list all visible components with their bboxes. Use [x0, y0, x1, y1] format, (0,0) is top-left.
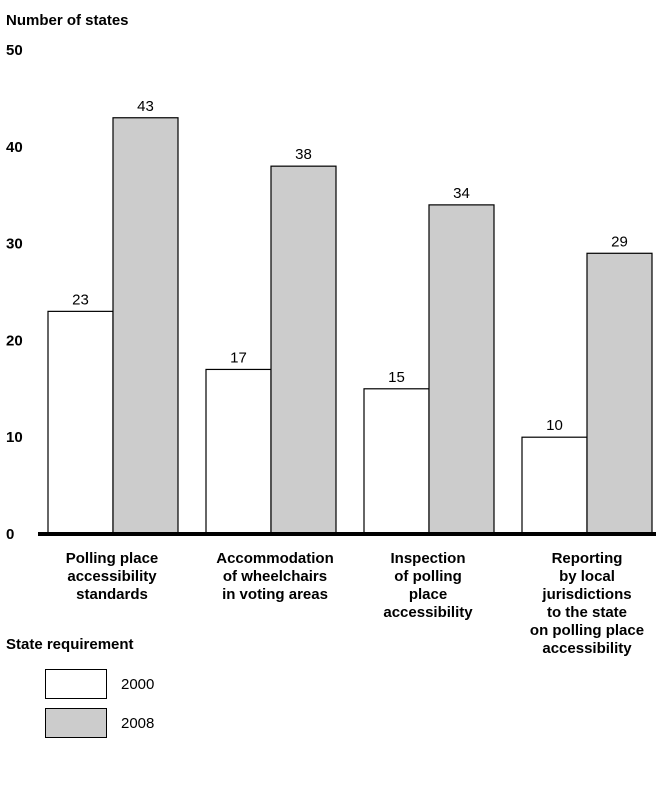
y-tick-label: 50	[6, 42, 23, 59]
legend-swatch	[45, 708, 107, 738]
data-label: 23	[72, 291, 89, 308]
data-label: 38	[295, 146, 312, 163]
x-category-label: Reporting by local jurisdictions to the …	[529, 550, 645, 657]
legend-item-2008: 2008	[45, 708, 154, 738]
y-tick-label: 0	[6, 526, 14, 543]
y-tick-label: 20	[6, 332, 23, 349]
y-tick-label: 10	[6, 429, 23, 446]
x-category-label: Inspection of polling place accessibilit…	[383, 550, 473, 621]
bar-2008-1	[270, 165, 337, 535]
data-label: 34	[453, 185, 470, 202]
legend-item-2000: 2000	[45, 669, 154, 699]
data-label: 10	[546, 417, 563, 434]
data-label: 29	[611, 233, 628, 250]
y-tick-label: 40	[6, 139, 23, 156]
bar-2008-3	[586, 252, 653, 535]
bar-chart: 0 10 20 30 40 50 23 17 15 10 43 38 34 29	[6, 42, 656, 543]
y-tick-label: 30	[6, 236, 23, 253]
bar-2000-0	[47, 310, 114, 535]
legend-label: 2008	[121, 714, 155, 732]
bar-2000-2	[363, 388, 430, 535]
bar-2008-0	[112, 117, 179, 535]
y-axis-label: Number of states	[6, 12, 129, 29]
data-label: 17	[230, 349, 247, 366]
bar-2008-2	[428, 204, 495, 535]
legend-title: State requirement	[6, 636, 134, 653]
data-label: 15	[388, 369, 405, 386]
x-category-label: Accommodation of wheelchairs in voting a…	[216, 550, 334, 603]
bar-2000-1	[205, 368, 272, 535]
x-category-label: Polling place accessibility standards	[65, 550, 159, 603]
data-label: 43	[137, 98, 154, 115]
bar-2000-3	[521, 436, 588, 535]
legend-swatch	[45, 669, 107, 699]
legend-label: 2000	[121, 675, 155, 693]
